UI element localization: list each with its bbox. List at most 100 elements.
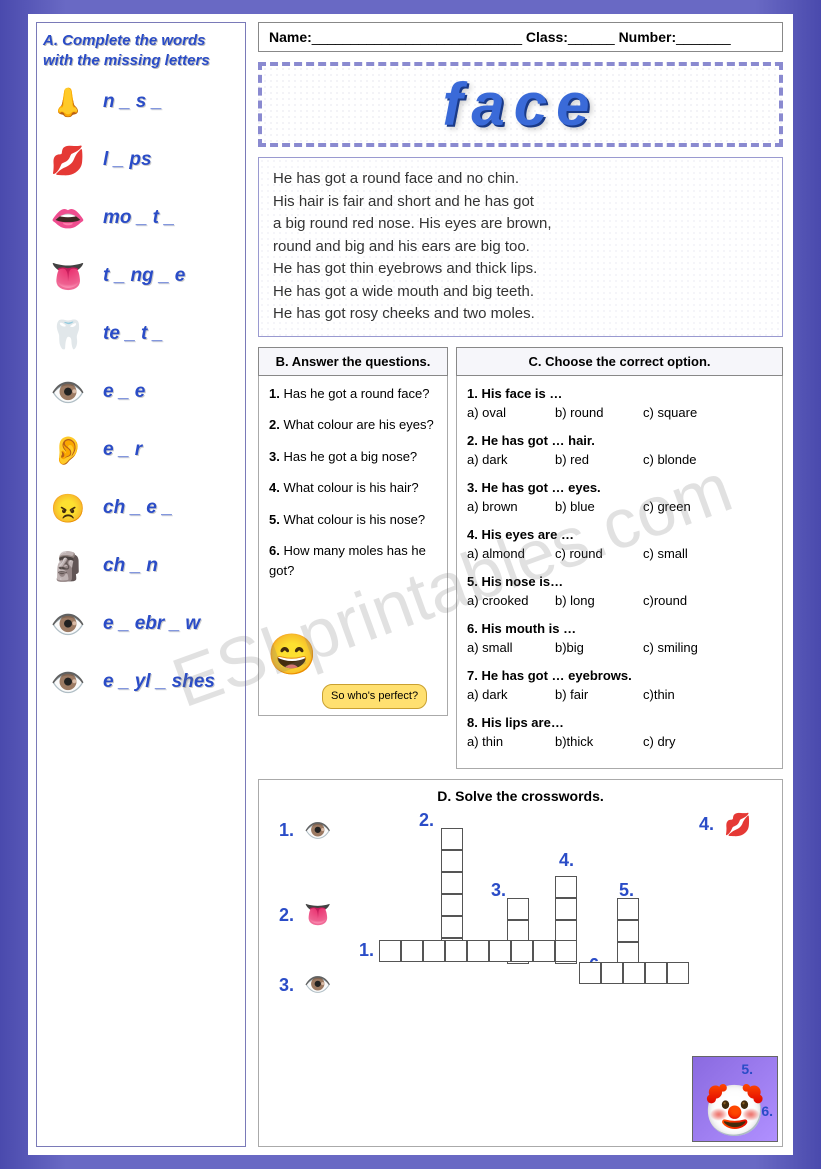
class-line[interactable]: ______ <box>568 29 615 45</box>
crossword-cell[interactable] <box>379 940 401 962</box>
boy-illustration: 😄 So who's perfect? <box>267 625 447 709</box>
vocab-row: 😠 ch _ e _ <box>43 486 239 530</box>
eyelash-icon: 👁️ <box>304 818 331 844</box>
reading-line: He has got a wide mouth and big teeth. <box>273 281 768 304</box>
reading-line: He has got a round face and no chin. <box>273 168 768 191</box>
crossword-cell[interactable] <box>617 942 639 964</box>
section-b-body: 1. Has he got a round face?2. What colou… <box>258 376 448 716</box>
crossword-cell[interactable] <box>445 940 467 962</box>
vocab-icon: 👄 <box>43 196 93 240</box>
vocab-row: 👁️ e _ ebr _ w <box>43 602 239 646</box>
mc-options[interactable]: a) darkb) fairc)thin <box>467 685 772 705</box>
crossword-clue-4b: 4. <box>699 814 714 835</box>
crossword-cell[interactable] <box>441 872 463 894</box>
crossword-cell[interactable] <box>555 920 577 942</box>
vocab-word[interactable]: e _ ebr _ w <box>103 613 200 635</box>
vocab-word[interactable]: e _ r <box>103 439 142 461</box>
crossword-clue-3: 3. <box>491 880 506 901</box>
section-d-title: D. Solve the crosswords. <box>267 788 774 804</box>
vocab-word[interactable]: mo _ t _ <box>103 207 175 229</box>
crossword-cell[interactable] <box>423 940 445 962</box>
mc-question: 2. He has got … hair. <box>467 431 772 451</box>
vocab-word[interactable]: l _ ps <box>103 149 152 171</box>
crossword-cell[interactable] <box>467 940 489 962</box>
crossword-cell[interactable] <box>441 916 463 938</box>
crossword-clue-1b: 1. <box>359 940 374 961</box>
name-header: Name:___________________________ Class:_… <box>258 22 783 52</box>
vocab-row: 🗿 ch _ n <box>43 544 239 588</box>
page-title: face <box>266 70 775 139</box>
crossword-cell[interactable] <box>555 876 577 898</box>
crossword-clue-6b: 6. <box>761 1103 773 1119</box>
crossword-cell[interactable] <box>617 898 639 920</box>
boy-icon: 😄 <box>267 625 317 685</box>
mc-question: 8. His lips are… <box>467 713 772 733</box>
vocab-word[interactable]: e _ e <box>103 381 145 403</box>
vocab-word[interactable]: ch _ e _ <box>103 497 173 519</box>
main-column: Name:___________________________ Class:_… <box>254 14 793 1155</box>
mc-options[interactable]: a) brownb) bluec) green <box>467 497 772 517</box>
crossword-cell[interactable] <box>555 940 577 962</box>
mc-item: 1. His face is … a) ovalb) roundc) squar… <box>467 384 772 423</box>
mc-question: 5. His nose is… <box>467 572 772 592</box>
crossword-cell[interactable] <box>489 940 511 962</box>
sidebar-section-a: A. Complete the words with the missing l… <box>36 22 246 1147</box>
mc-item: 5. His nose is… a) crookedb) longc)round <box>467 572 772 611</box>
crossword-cell[interactable] <box>667 962 689 984</box>
mc-item: 3. He has got … eyes. a) brownb) bluec) … <box>467 478 772 517</box>
vocab-icon: 👂 <box>43 428 93 472</box>
crossword-cell[interactable] <box>579 962 601 984</box>
crossword-clue-5b: 5. <box>741 1061 753 1077</box>
crossword-cell[interactable] <box>617 920 639 942</box>
vocab-row: 👃 n _ s _ <box>43 80 239 124</box>
question-item: 4. What colour is his hair? <box>269 478 437 498</box>
crossword-cell[interactable] <box>511 940 533 962</box>
question-item: 3. Has he got a big nose? <box>269 447 437 467</box>
vocab-row: 👁️ e _ e <box>43 370 239 414</box>
vocab-word[interactable]: t _ ng _ e <box>103 265 185 287</box>
crossword-cell[interactable] <box>533 940 555 962</box>
reading-line: His hair is fair and short and he has go… <box>273 191 768 214</box>
section-c-body: 1. His face is … a) ovalb) roundc) squar… <box>456 376 783 769</box>
name-line[interactable]: ___________________________ <box>312 29 522 45</box>
vocab-icon: 👅 <box>43 254 93 298</box>
crossword-cell[interactable] <box>645 962 667 984</box>
mc-options[interactable]: a) almondc) roundc) small <box>467 544 772 564</box>
mc-item: 4. His eyes are … a) almondc) roundc) sm… <box>467 525 772 564</box>
mc-options[interactable]: a) thinb)thickc) dry <box>467 732 772 752</box>
crossword-cell[interactable] <box>401 940 423 962</box>
mc-item: 8. His lips are… a) thinb)thickc) dry <box>467 713 772 752</box>
class-label: Class: <box>526 29 568 45</box>
crossword-cell[interactable] <box>623 962 645 984</box>
mc-question: 7. He has got … eyebrows. <box>467 666 772 686</box>
lips-icon: 💋 <box>724 812 751 838</box>
mc-options[interactable]: a) ovalb) roundc) square <box>467 403 772 423</box>
crossword-clue-3b: 3. <box>279 975 294 996</box>
vocab-row: 🦷 te _ t _ <box>43 312 239 356</box>
vocab-word[interactable]: ch _ n <box>103 555 158 577</box>
crossword-cell[interactable] <box>601 962 623 984</box>
vocab-word[interactable]: te _ t _ <box>103 323 163 345</box>
crossword-cell[interactable] <box>441 828 463 850</box>
crossword-cell[interactable] <box>507 920 529 942</box>
section-b-title: B. Answer the questions. <box>258 347 448 376</box>
number-line[interactable]: _______ <box>676 29 731 45</box>
vocab-icon: 🦷 <box>43 312 93 356</box>
crossword-cell[interactable] <box>555 898 577 920</box>
crossword-cell[interactable] <box>507 898 529 920</box>
mc-question: 3. He has got … eyes. <box>467 478 772 498</box>
vocab-word[interactable]: e _ yl _ shes <box>103 671 215 693</box>
section-b: B. Answer the questions. 1. Has he got a… <box>258 347 448 769</box>
sections-bc-row: B. Answer the questions. 1. Has he got a… <box>258 347 783 769</box>
mc-options[interactable]: a) crookedb) longc)round <box>467 591 772 611</box>
mc-question: 1. His face is … <box>467 384 772 404</box>
name-label: Name: <box>269 29 312 45</box>
clown-image: 🤡 5. 6. <box>692 1056 778 1142</box>
crossword-cell[interactable] <box>441 894 463 916</box>
section-d: D. Solve the crosswords. 1. 👁️ 2. 2. 👅 3… <box>258 779 783 1148</box>
vocab-word[interactable]: n _ s _ <box>103 91 162 113</box>
mc-options[interactable]: a) smallb)bigc) smiling <box>467 638 772 658</box>
crossword-cell[interactable] <box>441 850 463 872</box>
crossword-clue-2: 2. <box>419 810 434 831</box>
mc-options[interactable]: a) darkb) redc) blonde <box>467 450 772 470</box>
